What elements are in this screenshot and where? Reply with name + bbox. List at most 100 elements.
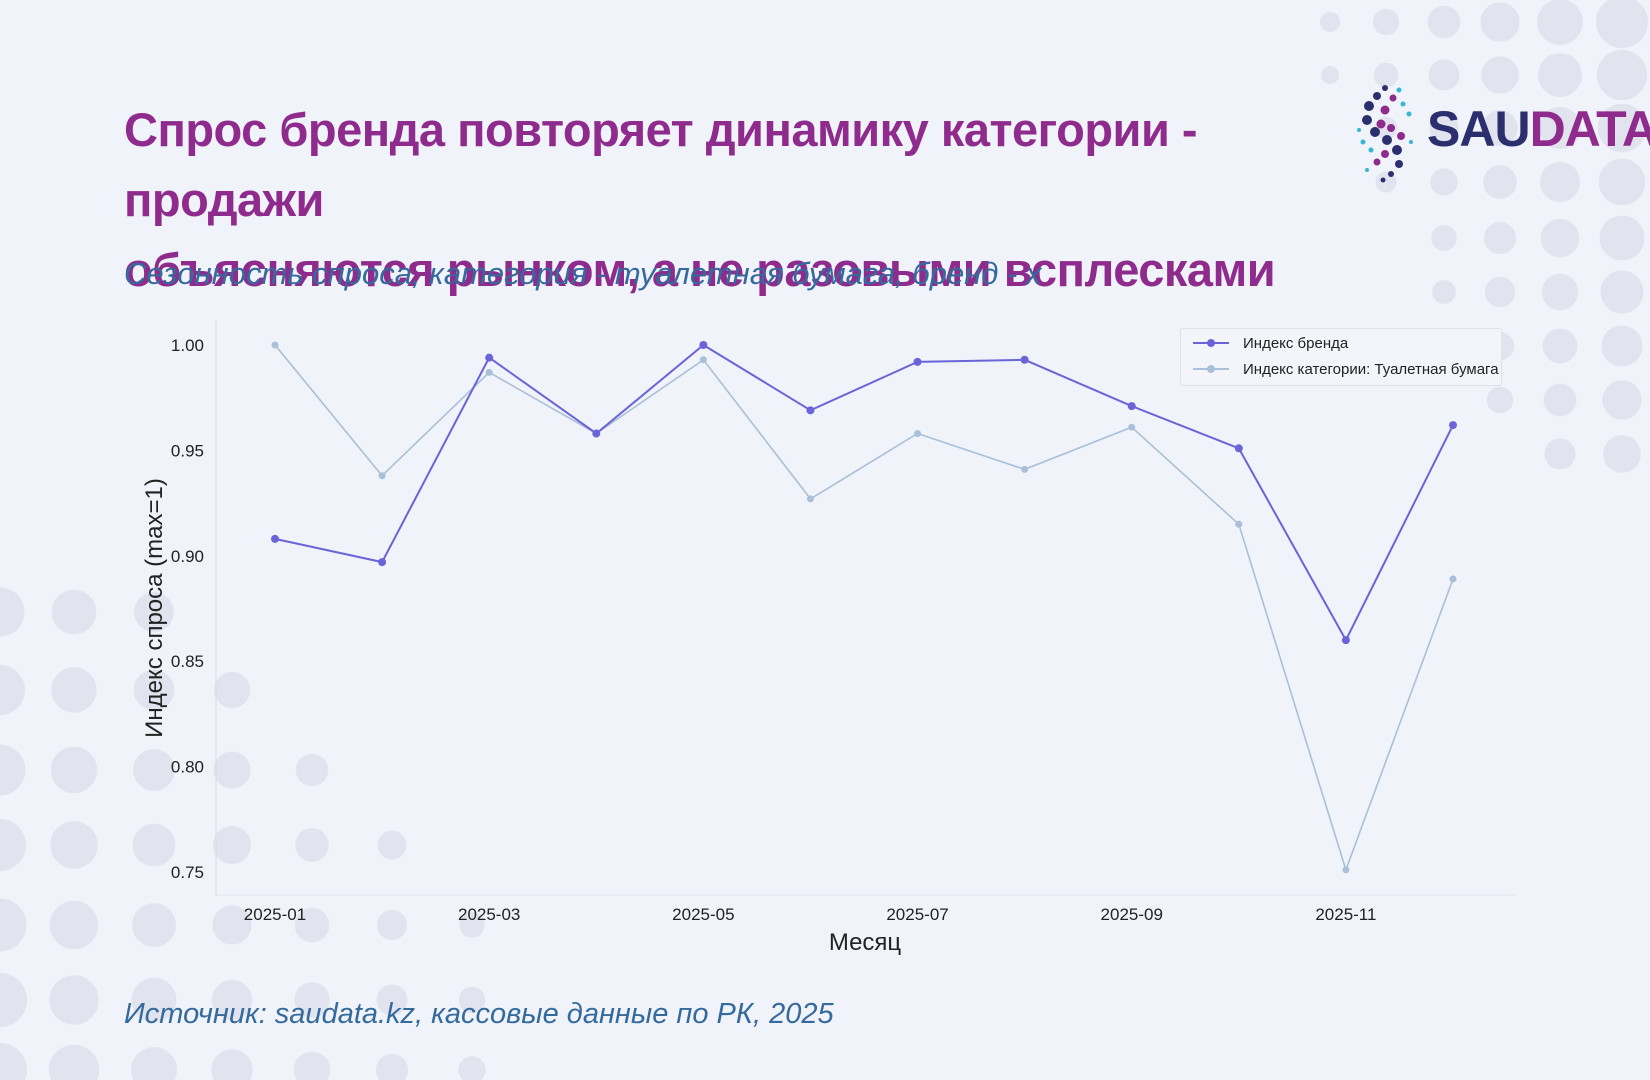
background-dot (0, 744, 26, 796)
background-dot (377, 830, 407, 860)
background-dot (211, 979, 253, 1021)
background-dot (1481, 56, 1519, 94)
background-dot (49, 975, 99, 1025)
background-dot (211, 1049, 253, 1080)
data-point-brand (1449, 421, 1457, 430)
background-dot (1543, 383, 1577, 417)
background-dot (0, 819, 26, 871)
background-dot (49, 900, 99, 950)
data-point-brand (699, 341, 708, 349)
legend-label-brand: Индекс бренда (1243, 334, 1349, 352)
background-dot (212, 905, 252, 945)
background-dot (50, 746, 98, 794)
background-dot (1480, 2, 1520, 42)
legend-swatch-brand (1193, 333, 1229, 353)
data-point-category (1021, 465, 1029, 473)
data-point-category (1449, 575, 1457, 583)
data-point-brand (485, 353, 494, 362)
x-tick-label: 2025-07 (886, 905, 948, 924)
background-dot (0, 973, 27, 1027)
page-title: Спрос бренда повторяет динамику категори… (124, 95, 1324, 305)
background-dot (1482, 110, 1518, 146)
background-dot (1596, 0, 1648, 48)
y-tick-label: 0.80 (171, 758, 204, 777)
background-dot (1484, 276, 1516, 308)
background-dot (294, 907, 330, 943)
data-point-category (1128, 423, 1136, 431)
y-tick-label: 0.90 (171, 547, 204, 566)
background-dot (1430, 168, 1458, 196)
legend-label-category: Индекс категории: Туалетная бумага (1243, 360, 1499, 378)
background-dot (1427, 5, 1461, 39)
data-point-brand (1127, 402, 1136, 411)
background-dot (1599, 215, 1645, 261)
data-point-brand (1020, 355, 1029, 364)
chart-subtitle: Сезонность спроса, категория - туалетная… (124, 256, 1042, 291)
y-axis-title: Индекс спроса (max=1) (141, 478, 168, 738)
background-dot (0, 665, 25, 715)
title-line-1: Спрос бренда повторяет динамику категори… (124, 103, 1198, 226)
background-dot (1431, 225, 1457, 251)
background-dot (1483, 165, 1517, 199)
background-dot (132, 823, 176, 867)
source-note: Источник: saudata.kz, кассовые данные по… (124, 998, 834, 1030)
logo-text-main: SAU (1427, 101, 1531, 157)
background-dot (1540, 218, 1580, 258)
data-point-brand (1341, 636, 1350, 645)
background-dot (213, 671, 251, 709)
background-dot (0, 898, 27, 952)
logo-mark-icon (1357, 85, 1413, 183)
data-point-category (378, 472, 386, 480)
background-dot (1539, 161, 1581, 203)
y-tick-labels: 0.75 0.80 0.85 0.90 0.95 1.00 (171, 336, 204, 882)
data-point-brand (378, 558, 387, 567)
title-line-2: объясняются рынком, а не разовыми всплес… (124, 243, 1276, 296)
background-dot (0, 1043, 27, 1080)
background-dot (377, 910, 407, 940)
legend-item-category: Индекс категории: Туалетная бумага (1193, 359, 1499, 379)
background-dot (51, 667, 97, 713)
background-dot (1598, 158, 1646, 206)
x-tick-label: 2025-05 (672, 905, 734, 924)
background-dot (1542, 328, 1578, 364)
background-dot (51, 589, 97, 635)
background-dot (131, 977, 177, 1023)
background-dot (131, 1047, 177, 1080)
y-tick-label: 0.75 (171, 863, 204, 882)
background-dot (1541, 273, 1579, 311)
background-dot (1597, 103, 1647, 153)
logo-text-accent: DATA (1529, 101, 1650, 157)
x-tick-label: 2025-09 (1101, 905, 1163, 924)
background-dot (133, 749, 175, 791)
saudata-logo: SAUDATA (1355, 80, 1650, 185)
legend-item-brand: Индекс бренда (1193, 333, 1348, 353)
series-layer (271, 341, 1457, 874)
background-dot (459, 912, 485, 938)
background-dot (134, 592, 174, 632)
background-dot (132, 903, 176, 947)
background-dot (295, 753, 329, 787)
data-point-brand (1234, 444, 1243, 453)
background-dot (48, 1044, 100, 1080)
background-dot (133, 669, 175, 711)
data-point-brand (592, 429, 601, 438)
background-dot (1538, 53, 1582, 97)
data-point-brand (913, 357, 922, 366)
data-point-category (1342, 866, 1350, 874)
y-tick-label: 0.85 (171, 652, 204, 671)
background-dot (1484, 222, 1516, 254)
logo-wordmark: SAUDATA (1427, 100, 1650, 158)
series-line-brand (274, 343, 1454, 643)
data-point-brand (271, 534, 279, 543)
background-dot (293, 1051, 331, 1080)
background-dot (376, 984, 408, 1016)
legend-swatch-category (1193, 359, 1229, 379)
background-dot (1320, 12, 1340, 32)
background-dot (1486, 386, 1514, 414)
data-point-category (271, 341, 279, 349)
data-point-category (806, 495, 814, 503)
background-dot (376, 1054, 408, 1080)
background-dot (1544, 438, 1576, 470)
